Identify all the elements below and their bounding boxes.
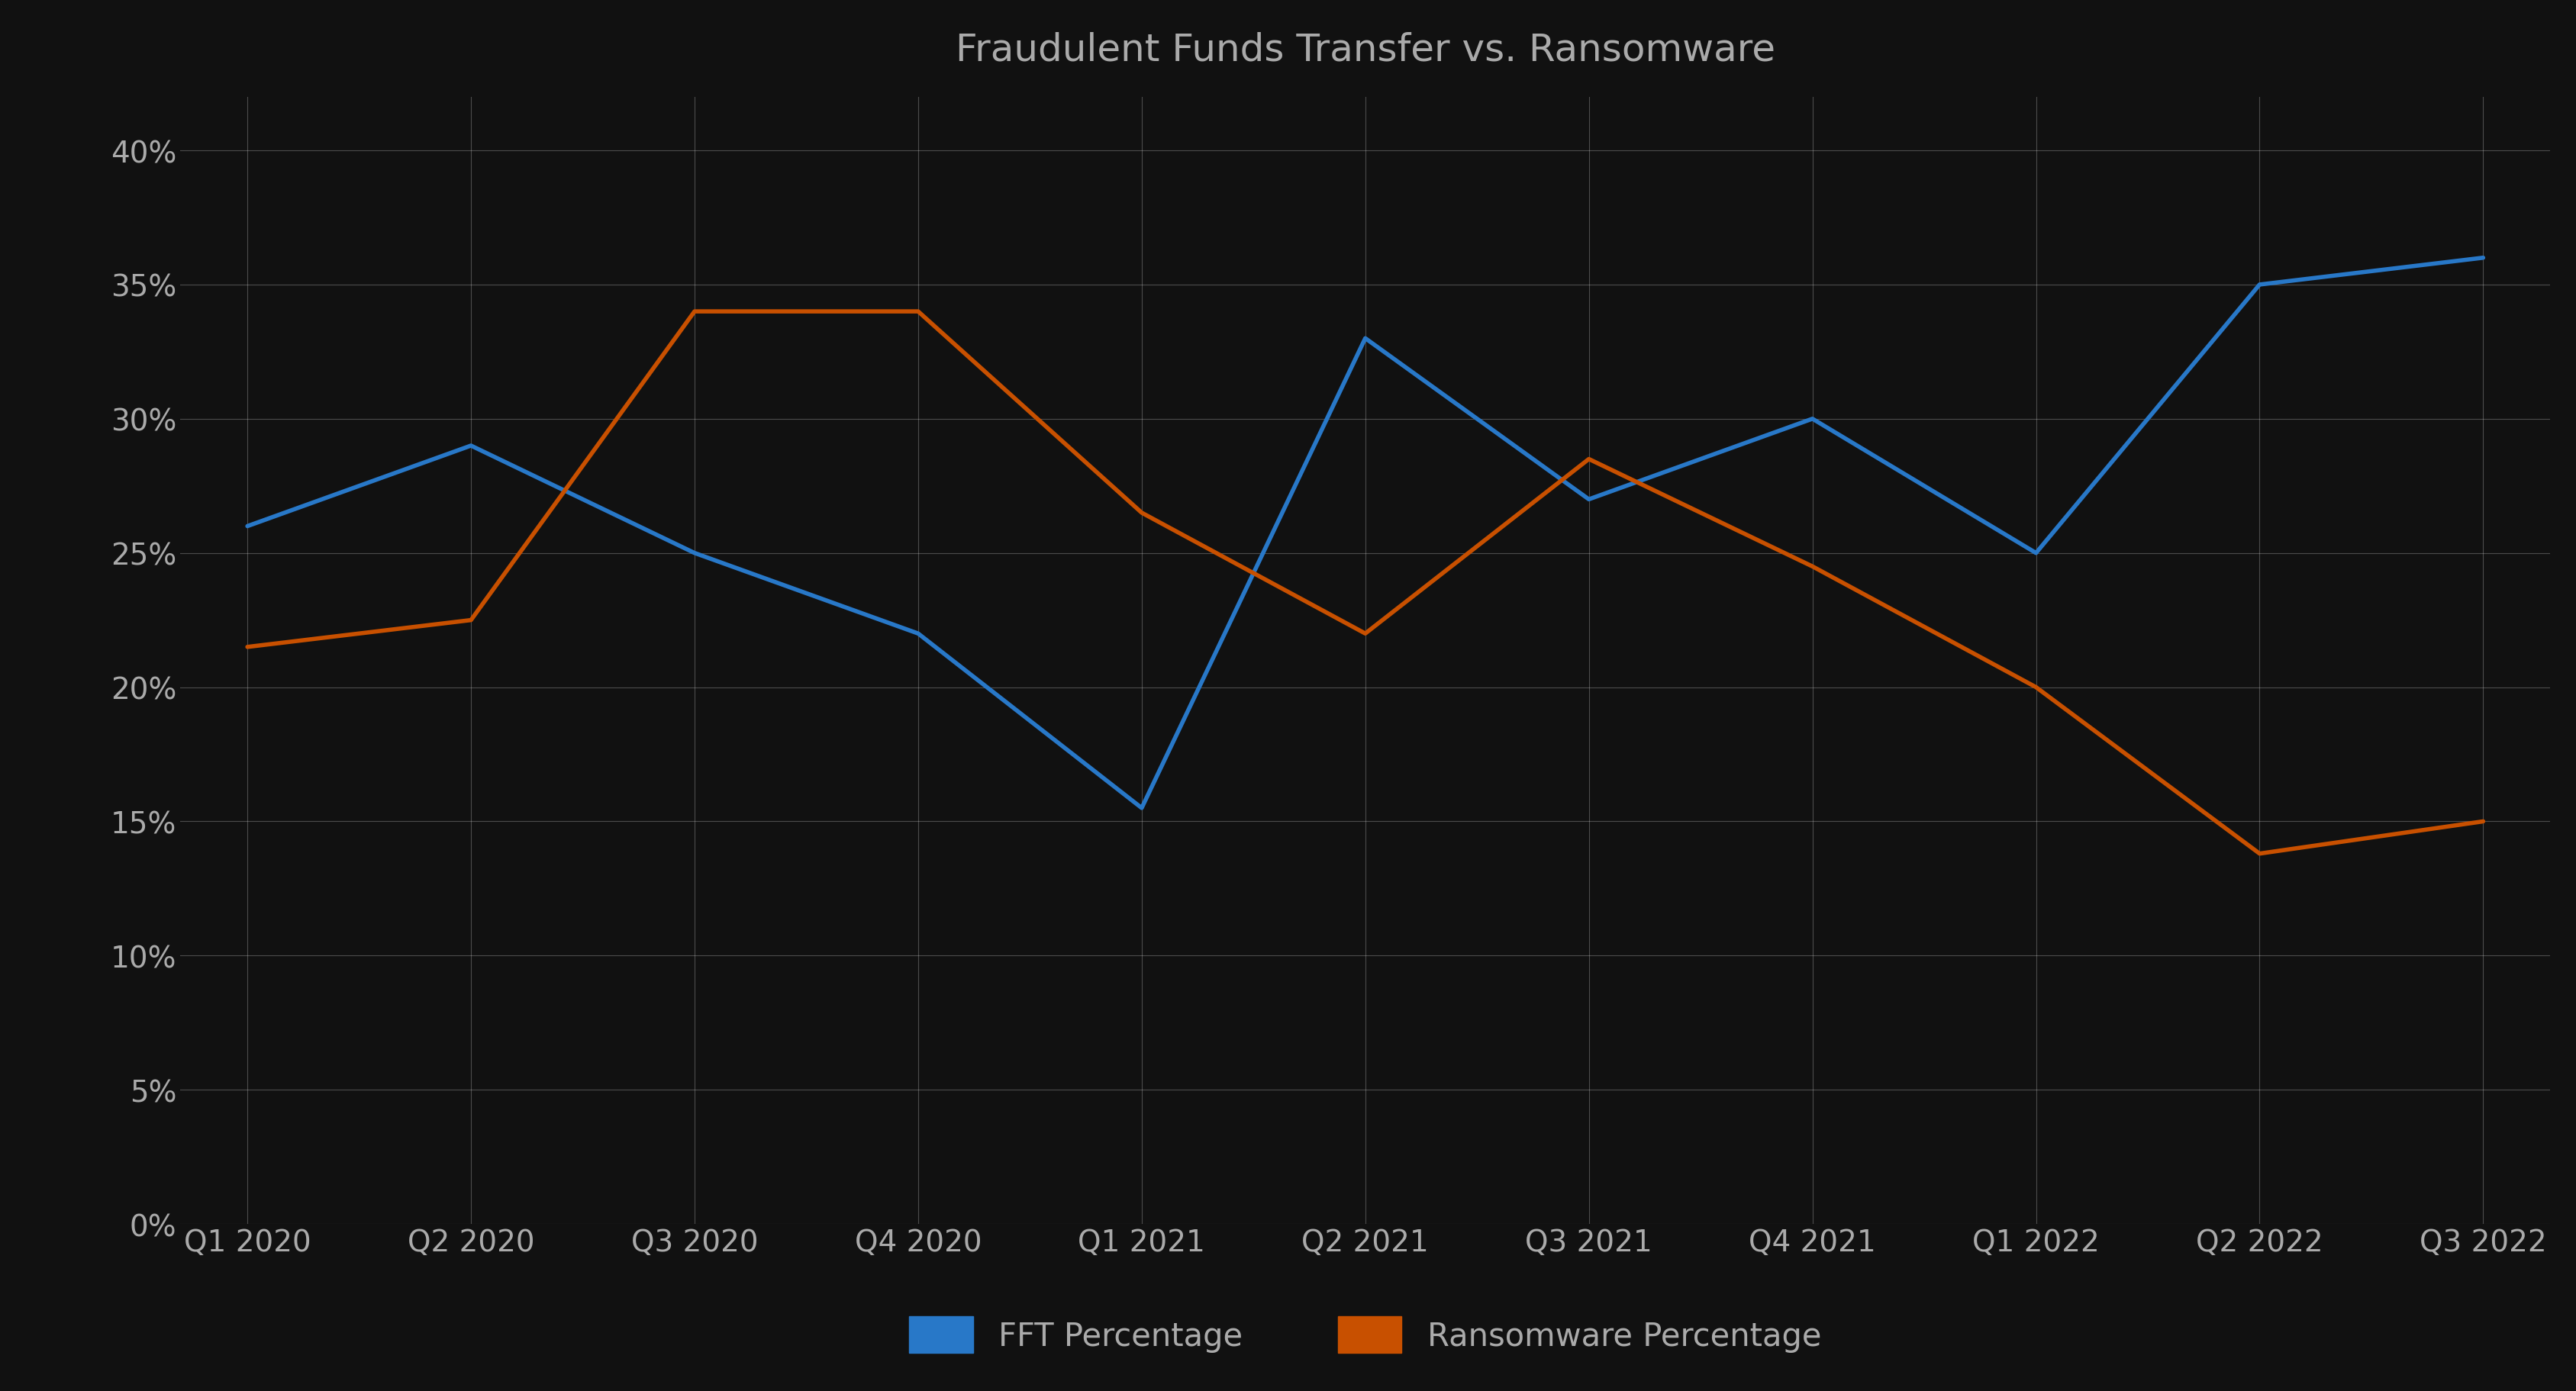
Ransomware Percentage — [2244, 846, 2275, 862]
Line: FFT Percentage: FFT Percentage — [247, 259, 2483, 808]
Ransomware Percentage — [680, 303, 711, 320]
Title: Fraudulent Funds Transfer vs. Ransomware: Fraudulent Funds Transfer vs. Ransomware — [956, 32, 1775, 68]
Ransomware Percentage — [2020, 679, 2050, 696]
Ransomware Percentage — [902, 303, 933, 320]
Ransomware Percentage — [2468, 814, 2499, 830]
FFT Percentage — [1574, 491, 1605, 508]
FFT Percentage — [1350, 331, 1381, 348]
Ransomware Percentage — [1574, 451, 1605, 467]
FFT Percentage — [680, 545, 711, 562]
FFT Percentage — [2244, 277, 2275, 294]
Ransomware Percentage — [1126, 505, 1157, 522]
FFT Percentage — [456, 438, 487, 455]
Line: Ransomware Percentage: Ransomware Percentage — [247, 312, 2483, 854]
FFT Percentage — [1798, 410, 1829, 427]
FFT Percentage — [1126, 800, 1157, 817]
Ransomware Percentage — [456, 612, 487, 629]
FFT Percentage — [232, 519, 263, 536]
FFT Percentage — [2020, 545, 2050, 562]
Ransomware Percentage — [1350, 626, 1381, 643]
FFT Percentage — [902, 626, 933, 643]
FFT Percentage — [2468, 250, 2499, 267]
Ransomware Percentage — [232, 638, 263, 655]
Legend: FFT Percentage, Ransomware Percentage: FFT Percentage, Ransomware Percentage — [896, 1303, 1834, 1366]
Ransomware Percentage — [1798, 558, 1829, 574]
